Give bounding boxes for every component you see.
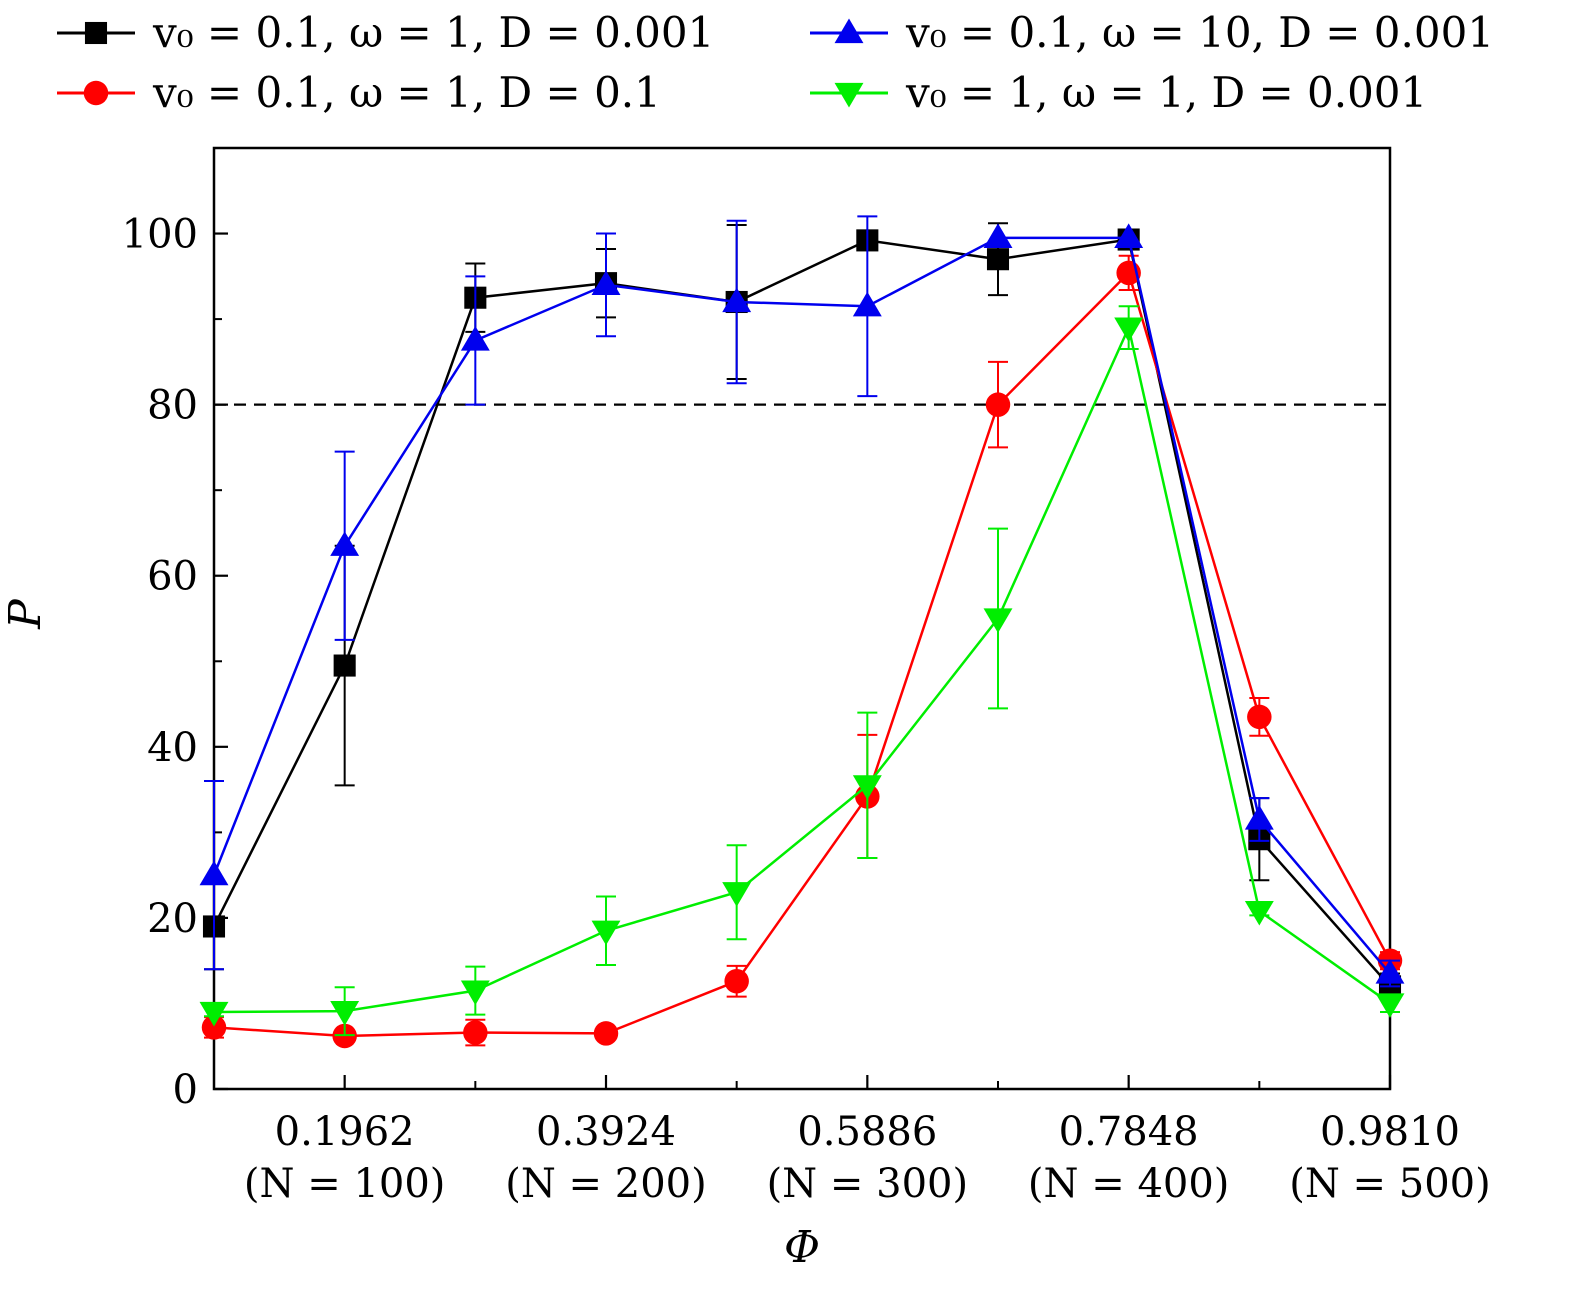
data-point: [199, 1001, 229, 1027]
legend-entry-1: v₀ = 0.1, ω = 1, D = 0.001: [57, 8, 714, 57]
x-tick-labels: 0.1962 (N = 100) 0.3924 (N = 200) 0.5886 (N =…: [244, 1109, 1491, 1207]
data-point: [1114, 223, 1144, 248]
legend: v₀ = 0.1, ω = 1, D = 0.001 v₀ = 0.1, ω = …: [57, 8, 1494, 117]
data-point: [591, 920, 621, 946]
y-tick-label: 20: [147, 896, 198, 942]
data-point: [1244, 805, 1274, 830]
series-line: [213, 270, 1392, 1038]
legend-marker: [83, 80, 109, 106]
x-axis-title: Φ: [784, 1222, 820, 1273]
data-point: [330, 1001, 360, 1026]
plot-frame: [212, 146, 1392, 1091]
series-line: [213, 323, 1391, 1014]
x-tick-label: 0.7848: [1059, 1109, 1199, 1155]
x-tick-label: 0.9810: [1320, 1109, 1460, 1155]
legend-marker: [834, 18, 864, 44]
data-point: [199, 860, 229, 886]
x-tick-label: 0.5886: [797, 1109, 937, 1155]
data-point: [463, 1020, 488, 1045]
y-axis-title: P: [0, 598, 51, 630]
data-point: [1247, 704, 1272, 730]
y-tick-label: 80: [147, 383, 198, 429]
data-point: [983, 223, 1013, 248]
data-point: [593, 1021, 619, 1046]
y-tick-label: 0: [173, 1067, 198, 1113]
data-point: [591, 270, 621, 295]
series-1: [202, 222, 1402, 1001]
y-tick-label: 40: [147, 725, 198, 771]
x-tick-sublabel: (N = 100): [244, 1161, 446, 1207]
legend-label: v₀ = 0.1, ω = 10, D = 0.001: [905, 8, 1494, 57]
data-point: [722, 882, 752, 907]
x-tick-sublabel: (N = 300): [767, 1161, 969, 1207]
data-point: [1375, 993, 1405, 1018]
data-point: [985, 392, 1011, 417]
series-line: [212, 238, 1391, 988]
series-3: [199, 215, 1405, 988]
x-tick-label: 0.3924: [536, 1109, 676, 1155]
data-point: [1114, 317, 1144, 343]
y-tick-label: 60: [147, 554, 198, 600]
series-4: [199, 305, 1405, 1037]
legend-entry-4: v₀ = 1, ω = 1, D = 0.001: [810, 68, 1427, 117]
data-point: [986, 248, 1010, 271]
x-tick-label: 0.1962: [275, 1109, 415, 1155]
x-tick-sublabel: (N = 200): [505, 1161, 707, 1207]
x-tick-sublabel: (N = 400): [1028, 1161, 1230, 1207]
data-point: [460, 980, 490, 1006]
y-tick-labels: 0 20 40 60 80 100: [122, 212, 198, 1113]
series-layer: [199, 215, 1405, 1049]
data-point: [983, 608, 1013, 633]
legend-label: v₀ = 1, ω = 1, D = 0.001: [905, 68, 1427, 117]
data-point: [333, 654, 356, 677]
series-line: [212, 236, 1391, 975]
data-point: [852, 775, 882, 800]
data-point: [1375, 959, 1405, 984]
legend-label: v₀ = 0.1, ω = 1, D = 0.001: [152, 8, 714, 57]
legend-entry-2: v₀ = 0.1, ω = 1, D = 0.1: [57, 68, 661, 117]
x-tick-sublabel: (N = 500): [1289, 1161, 1491, 1207]
plot-area: [199, 146, 1405, 1091]
data-point: [852, 291, 882, 317]
legend-label: v₀ = 0.1, ω = 1, D = 0.1: [152, 68, 661, 117]
data-point: [722, 287, 752, 313]
data-point: [1244, 900, 1274, 926]
data-point: [330, 531, 360, 556]
data-point: [460, 326, 490, 351]
y-tick-label: 100: [122, 212, 198, 258]
legend-marker: [84, 21, 108, 45]
major-ticks: [214, 232, 1392, 1091]
legend-marker: [834, 82, 864, 108]
series-2: [201, 254, 1403, 1049]
data-point: [724, 968, 749, 994]
data-point: [201, 1015, 227, 1040]
legend-entry-3: v₀ = 0.1, ω = 10, D = 0.001: [810, 8, 1494, 57]
